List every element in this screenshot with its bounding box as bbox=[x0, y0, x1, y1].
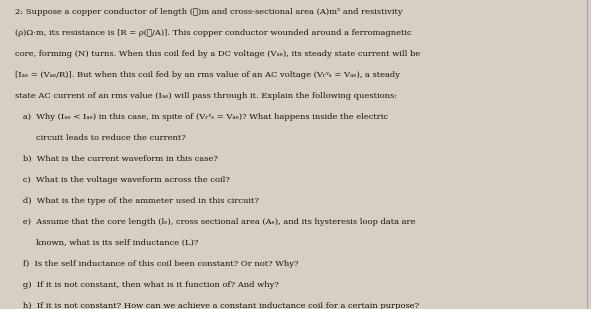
Text: known, what is its self inductance (L)?: known, what is its self inductance (L)? bbox=[15, 239, 198, 247]
Text: g)  If it is not constant, then what is it function of? And why?: g) If it is not constant, then what is i… bbox=[15, 281, 278, 289]
Text: core, forming (N) turns. When this coil fed by a DC voltage (Vₐₑ), its steady st: core, forming (N) turns. When this coil … bbox=[15, 50, 420, 58]
Text: [Iₐₑ = (Vₐₑ/R)]. But when this coil fed by an rms value of an AC voltage (Vᵣᵞₛ =: [Iₐₑ = (Vₐₑ/R)]. But when this coil fed … bbox=[15, 71, 400, 79]
Text: f)  Is the self inductance of this coil been constant? Or not? Why?: f) Is the self inductance of this coil b… bbox=[15, 260, 298, 268]
Text: h)  If it is not constant? How can we achieve a constant inductance coil for a c: h) If it is not constant? How can we ach… bbox=[15, 302, 419, 309]
Text: a)  Why (Iₐₑ < Iₐₑ) in this case, in spite of (Vᵣᵞₛ = Vₐₑ)? What happens inside : a) Why (Iₐₑ < Iₐₑ) in this case, in spit… bbox=[15, 113, 388, 121]
Text: c)  What is the voltage waveform across the coil?: c) What is the voltage waveform across t… bbox=[15, 176, 230, 184]
Text: e)  Assume that the core length (lₑ), cross sectional area (Aₑ), and its hystere: e) Assume that the core length (lₑ), cro… bbox=[15, 218, 415, 226]
Text: circuit leads to reduce the current?: circuit leads to reduce the current? bbox=[15, 134, 186, 142]
Text: (ρ)Ω·m, its resistance is [R = ρ(ℓ/A)]. This copper conductor wounded around a f: (ρ)Ω·m, its resistance is [R = ρ(ℓ/A)]. … bbox=[15, 29, 411, 37]
Text: d)  What is the type of the ammeter used in this circuit?: d) What is the type of the ammeter used … bbox=[15, 197, 259, 205]
Text: state AC current of an rms value (Iₐₑ) will pass through it. Explain the followi: state AC current of an rms value (Iₐₑ) w… bbox=[15, 92, 397, 100]
Text: 2: Suppose a copper conductor of length (ℓ)m and cross-sectional area (A)m² and : 2: Suppose a copper conductor of length … bbox=[15, 8, 402, 16]
Text: b)  What is the current waveform in this case?: b) What is the current waveform in this … bbox=[15, 155, 217, 163]
